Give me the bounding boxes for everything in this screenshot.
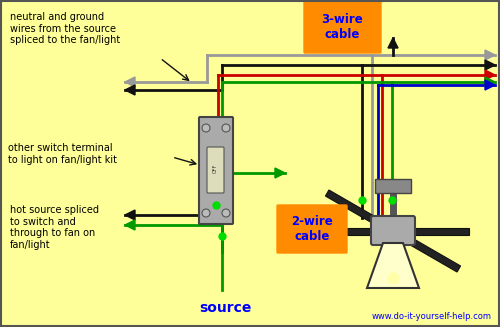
Text: 3-wire
cable: 3-wire cable: [322, 13, 364, 41]
Polygon shape: [326, 190, 388, 230]
FancyBboxPatch shape: [277, 205, 347, 253]
FancyBboxPatch shape: [375, 179, 411, 193]
Circle shape: [202, 209, 210, 217]
Polygon shape: [485, 80, 495, 90]
Circle shape: [222, 209, 230, 217]
FancyBboxPatch shape: [304, 1, 381, 53]
Polygon shape: [401, 228, 469, 234]
Polygon shape: [125, 85, 135, 95]
Polygon shape: [125, 210, 135, 220]
Text: www.do-it-yourself-help.com: www.do-it-yourself-help.com: [372, 312, 492, 321]
Polygon shape: [275, 168, 285, 178]
Text: other switch terminal
to light on fan/light kit: other switch terminal to light on fan/li…: [8, 143, 117, 164]
Text: 2-wire
cable: 2-wire cable: [291, 215, 333, 243]
Polygon shape: [125, 220, 135, 230]
Polygon shape: [485, 50, 495, 60]
FancyBboxPatch shape: [199, 117, 233, 224]
Polygon shape: [388, 38, 398, 48]
Text: OFF: OFF: [213, 164, 218, 173]
Circle shape: [222, 124, 230, 132]
Text: hot source spliced
to switch and
through to fan on
fan/light: hot source spliced to switch and through…: [10, 205, 99, 250]
Polygon shape: [485, 70, 495, 80]
Polygon shape: [485, 60, 495, 70]
Polygon shape: [367, 243, 419, 288]
Polygon shape: [485, 77, 495, 87]
FancyBboxPatch shape: [207, 147, 224, 193]
Text: neutral and ground
wires from the source
spliced to the fan/light: neutral and ground wires from the source…: [10, 12, 120, 45]
Polygon shape: [125, 77, 135, 87]
Text: source: source: [199, 301, 251, 315]
Polygon shape: [317, 228, 385, 234]
FancyBboxPatch shape: [371, 216, 415, 245]
Polygon shape: [398, 232, 460, 272]
Circle shape: [202, 124, 210, 132]
